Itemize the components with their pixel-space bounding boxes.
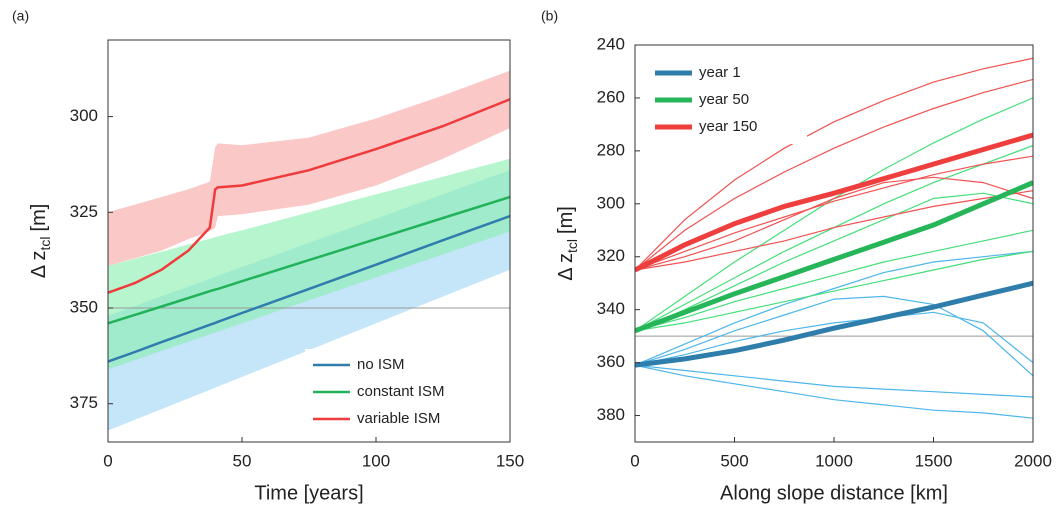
plot-area	[108, 70, 510, 431]
ensemble-line	[635, 311, 1033, 366]
x-tick-label: 100	[362, 451, 390, 470]
y-tick-label: 280	[597, 140, 625, 159]
series-line	[635, 280, 1033, 368]
ensemble-line	[635, 295, 1033, 377]
y-tick-label: 340	[597, 299, 625, 318]
ensemble-line	[635, 176, 1033, 271]
y-tick-label: 300	[597, 193, 625, 212]
legend-label: variable ISM	[357, 410, 440, 427]
y-tick-label: 240	[597, 34, 625, 53]
ensemble-line	[635, 364, 1033, 419]
x-axis-label: Time [years]	[254, 482, 363, 504]
ensemble-line	[635, 57, 1033, 271]
series-line	[635, 132, 1033, 273]
x-tick-label: 50	[233, 451, 252, 470]
y-tick-label: 375	[70, 393, 98, 412]
panel: (a) 0 50 100 150 300 325 350 375 Time [years] Δ zt…	[12, 8, 524, 505]
y-tick-label: 260	[597, 87, 625, 106]
series-line	[108, 98, 510, 294]
y-axis-label: Δ ztcl [m]	[555, 206, 579, 281]
ensemble-line	[635, 192, 1033, 332]
series-line	[108, 214, 510, 363]
x-tick-label: 150	[496, 451, 524, 470]
y-label-main: Δ z	[28, 250, 50, 278]
legend-label: year 50	[699, 91, 749, 108]
ensemble-line	[635, 155, 1033, 271]
legend-label: constant ISM	[357, 383, 445, 400]
ensemble-line	[635, 250, 1033, 332]
y-label-unit: [m]	[28, 204, 50, 232]
y-label-sub: tcl	[37, 236, 53, 250]
x-tick-label: 0	[103, 451, 112, 470]
plot-area	[635, 57, 1033, 419]
y-tick-label: 350	[70, 297, 98, 316]
y-tick-label: 325	[70, 202, 98, 221]
legend-label: year 150	[699, 118, 757, 135]
legend-label: year 1	[699, 64, 741, 81]
ensemble-line	[635, 364, 1033, 398]
panel-label: (b)	[541, 8, 558, 24]
y-label-sub: tcl	[564, 239, 580, 253]
ensemble-line	[635, 190, 1033, 271]
y-tick-label: 360	[597, 352, 625, 371]
band	[108, 70, 510, 266]
series-line	[635, 180, 1033, 334]
ensemble-line	[635, 78, 1033, 271]
ensemble-line	[635, 250, 1033, 366]
x-tick-label: 1000	[815, 451, 853, 470]
y-tick-label: 380	[597, 405, 625, 424]
ensemble-line	[635, 229, 1033, 332]
legend: year 1 year 50 year 150	[647, 57, 807, 144]
panel-label: (a)	[12, 8, 29, 24]
y-axis-label: Δ ztcl [m]	[28, 204, 52, 279]
y-tick-label: 300	[70, 106, 98, 125]
series-line	[108, 195, 510, 325]
x-tick-label: 0	[630, 451, 639, 470]
x-axis-label: Along slope distance [km]	[720, 482, 948, 504]
panel: (b) 0 500 1000 1500 2000 240 260 280 300 320 340 360…	[541, 8, 1052, 505]
legend-label: no ISM	[357, 356, 405, 373]
band	[108, 158, 510, 370]
x-tick-label: 1500	[915, 451, 953, 470]
x-tick-label: 500	[720, 451, 748, 470]
axes-frame	[107, 39, 511, 443]
y-label-main: Δ z	[555, 253, 577, 281]
y-tick-label: 320	[597, 246, 625, 265]
legend: no ISM constant ISM variable ISM	[305, 349, 500, 436]
y-label-unit: [m]	[555, 206, 577, 234]
x-tick-label: 2000	[1014, 451, 1052, 470]
